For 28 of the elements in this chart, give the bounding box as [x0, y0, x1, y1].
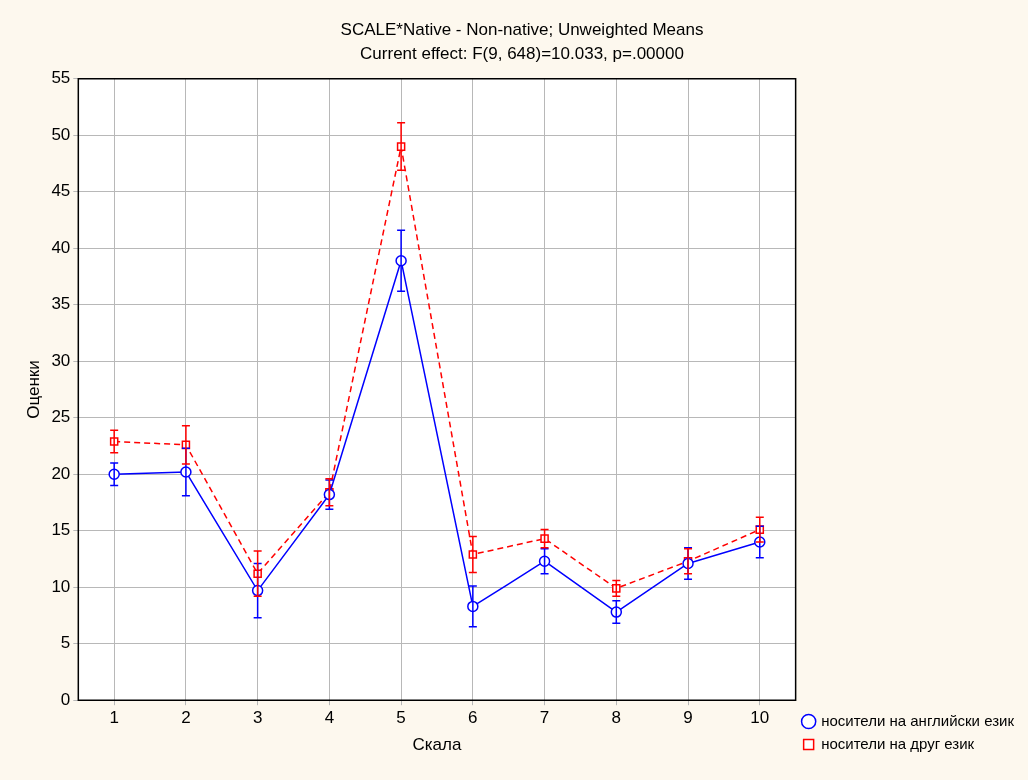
x-tick-label: 3 — [252, 708, 263, 728]
y-tick-label: 15 — [51, 520, 71, 540]
x-tick-label: 5 — [396, 708, 406, 728]
chart-title: SCALE*Native - Non-native; Unweighted Means — [340, 19, 704, 39]
y-axis-title: Оценки — [23, 360, 43, 419]
x-tick-label: 8 — [611, 708, 622, 728]
y-tick-label: 5 — [60, 633, 71, 653]
y-tick-label: 45 — [51, 181, 71, 201]
y-tick-label: 20 — [51, 463, 71, 483]
y-tick-label: 40 — [51, 237, 71, 257]
x-axis-title: Скала — [412, 735, 462, 755]
x-tick-label: 2 — [181, 708, 191, 728]
x-tick-label: 4 — [324, 708, 335, 728]
y-tick-label: 55 — [51, 68, 71, 88]
y-tick-label: 35 — [51, 294, 71, 314]
y-tick-label: 25 — [51, 407, 71, 427]
x-tick-label: 6 — [468, 708, 478, 728]
y-tick-label: 50 — [51, 124, 71, 144]
chart-subtitle: Current effect: F(9, 648)=10.033, p=.00000 — [360, 44, 684, 64]
y-tick-label: 10 — [51, 576, 71, 596]
x-tick-label: 7 — [539, 708, 550, 728]
y-tick-label: 30 — [51, 350, 71, 370]
x-tick-label: 1 — [109, 708, 119, 728]
legend-label: носители на друг език — [821, 734, 975, 752]
legend-label: носители на английски език — [821, 711, 1015, 729]
x-tick-label: 10 — [750, 708, 770, 728]
y-tick-label: 0 — [60, 689, 71, 709]
x-tick-label: 9 — [683, 708, 693, 728]
